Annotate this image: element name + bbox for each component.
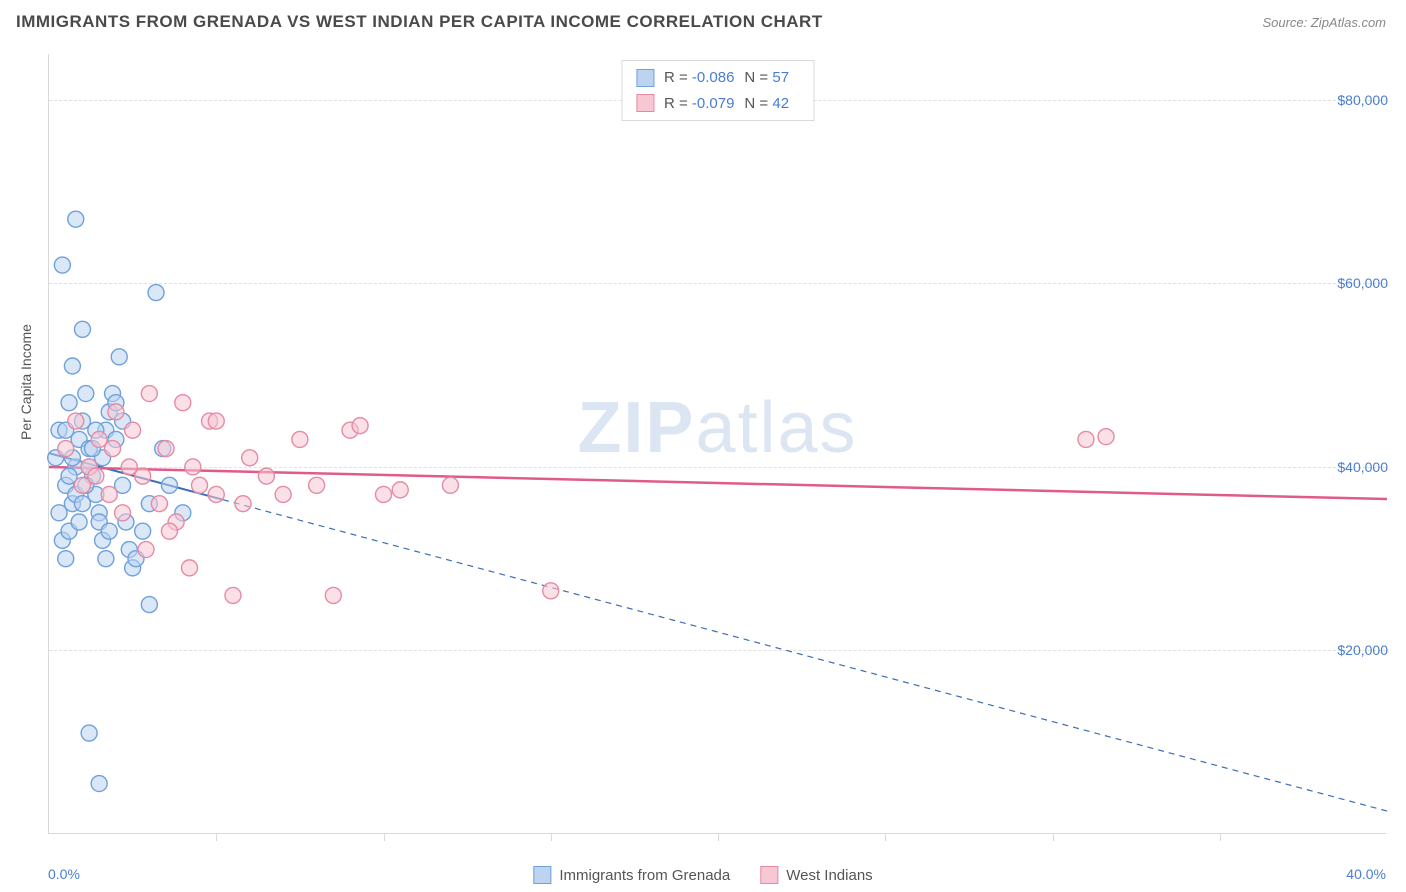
n-value: 42 xyxy=(772,95,789,112)
data-point-westindian xyxy=(242,450,258,466)
xaxis-tick xyxy=(1220,833,1221,841)
data-point-grenada xyxy=(98,551,114,567)
data-point-grenada xyxy=(81,725,97,741)
data-point-westindian xyxy=(192,477,208,493)
xaxis-tick xyxy=(216,833,217,841)
trendline-grenada-extrapolated xyxy=(223,500,1387,811)
data-point-westindian xyxy=(101,486,117,502)
scatter-plot xyxy=(49,54,1386,833)
data-point-westindian xyxy=(121,459,137,475)
data-point-grenada xyxy=(74,321,90,337)
data-point-westindian xyxy=(141,386,157,402)
data-point-grenada xyxy=(91,776,107,792)
data-point-grenada xyxy=(161,477,177,493)
plot-area: ZIPatlas R = -0.086N = 57R = -0.079N = 4… xyxy=(48,54,1386,834)
xaxis-tick xyxy=(551,833,552,841)
chart-container: IMMIGRANTS FROM GRENADA VS WEST INDIAN P… xyxy=(0,0,1406,892)
legend-swatch xyxy=(760,866,778,884)
data-point-grenada xyxy=(58,551,74,567)
data-point-grenada xyxy=(71,514,87,530)
r-label: R = xyxy=(664,69,688,86)
yaxis-tick-label: $60,000 xyxy=(1337,275,1388,291)
data-point-westindian xyxy=(309,477,325,493)
series-legend: Immigrants from Grenada West Indians xyxy=(533,866,872,884)
data-point-westindian xyxy=(158,441,174,457)
n-label: N = xyxy=(744,69,768,86)
data-point-grenada xyxy=(54,257,70,273)
data-point-westindian xyxy=(161,523,177,539)
data-point-westindian xyxy=(175,395,191,411)
xaxis-tick xyxy=(384,833,385,841)
yaxis-tick-label: $20,000 xyxy=(1337,642,1388,658)
data-point-westindian xyxy=(208,413,224,429)
correlation-legend: R = -0.086 N = 57 R = -0.079 N = 42 xyxy=(621,60,814,121)
data-point-grenada xyxy=(74,496,90,512)
xaxis-tick-label: 0.0% xyxy=(48,866,80,882)
data-point-westindian xyxy=(115,505,131,521)
data-point-westindian xyxy=(208,486,224,502)
data-point-westindian xyxy=(68,413,84,429)
chart-title: IMMIGRANTS FROM GRENADA VS WEST INDIAN P… xyxy=(16,12,823,32)
r-value: -0.086 xyxy=(692,69,735,86)
data-point-grenada xyxy=(111,349,127,365)
data-point-westindian xyxy=(138,542,154,558)
data-point-grenada xyxy=(68,211,84,227)
legend-item: West Indians xyxy=(760,866,872,884)
r-value: -0.079 xyxy=(692,95,735,112)
data-point-westindian xyxy=(225,587,241,603)
header: IMMIGRANTS FROM GRENADA VS WEST INDIAN P… xyxy=(0,0,1406,40)
xaxis-tick xyxy=(1053,833,1054,841)
data-point-westindian xyxy=(543,583,559,599)
yaxis-tick-label: $40,000 xyxy=(1337,459,1388,475)
data-point-westindian xyxy=(125,422,141,438)
xaxis-tick-label: 40.0% xyxy=(1346,866,1386,882)
xaxis-tick xyxy=(885,833,886,841)
legend-swatch xyxy=(636,69,654,87)
data-point-westindian xyxy=(185,459,201,475)
legend-swatch xyxy=(533,866,551,884)
data-point-westindian xyxy=(235,496,251,512)
data-point-westindian xyxy=(108,404,124,420)
xaxis-tick xyxy=(718,833,719,841)
data-point-grenada xyxy=(135,523,151,539)
data-point-grenada xyxy=(148,285,164,301)
data-point-westindian xyxy=(442,477,458,493)
data-point-westindian xyxy=(105,441,121,457)
trendline-westindian xyxy=(49,467,1387,499)
data-point-grenada xyxy=(61,395,77,411)
r-label: R = xyxy=(664,95,688,112)
data-point-grenada xyxy=(141,597,157,613)
yaxis-tick-label: $80,000 xyxy=(1337,92,1388,108)
data-point-westindian xyxy=(258,468,274,484)
data-point-westindian xyxy=(1098,429,1114,445)
chart-source: Source: ZipAtlas.com xyxy=(1262,15,1386,30)
data-point-westindian xyxy=(352,418,368,434)
data-point-westindian xyxy=(58,441,74,457)
legend-item: Immigrants from Grenada xyxy=(533,866,730,884)
data-point-grenada xyxy=(101,523,117,539)
n-value: 57 xyxy=(772,69,789,86)
data-point-westindian xyxy=(1078,431,1094,447)
legend-label: West Indians xyxy=(786,867,872,884)
yaxis-title: Per Capita Income xyxy=(18,324,34,440)
legend-label: Immigrants from Grenada xyxy=(559,867,730,884)
data-point-westindian xyxy=(181,560,197,576)
legend-stat-row: R = -0.086 N = 57 xyxy=(636,65,799,91)
data-point-westindian xyxy=(88,468,104,484)
data-point-westindian xyxy=(275,486,291,502)
legend-stat-row: R = -0.079 N = 42 xyxy=(636,91,799,117)
data-point-grenada xyxy=(78,386,94,402)
n-label: N = xyxy=(744,95,768,112)
data-point-westindian xyxy=(292,431,308,447)
data-point-westindian xyxy=(392,482,408,498)
legend-swatch xyxy=(636,94,654,112)
data-point-westindian xyxy=(376,486,392,502)
data-point-grenada xyxy=(64,358,80,374)
data-point-westindian xyxy=(151,496,167,512)
data-point-westindian xyxy=(325,587,341,603)
